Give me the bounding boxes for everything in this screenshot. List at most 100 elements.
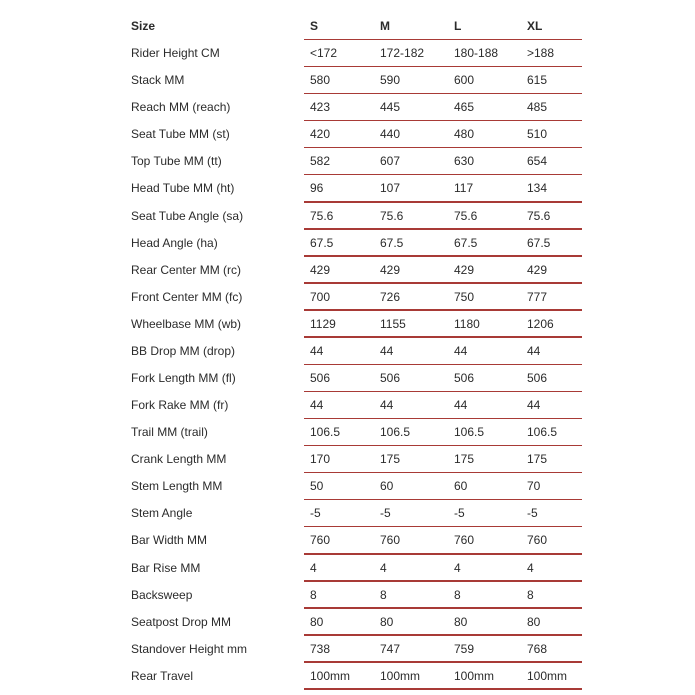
cell-value: 67.5 [527, 235, 551, 250]
cell-value: 75.6 [454, 208, 478, 223]
cell-value: 768 [527, 641, 548, 656]
cell-value: 630 [454, 154, 475, 169]
cell-value: 726 [380, 289, 401, 304]
cell-value: L [454, 19, 462, 33]
table-row: Bar Width MM 760 760 760 760 [0, 527, 695, 555]
cell-value: 445 [380, 100, 401, 115]
cell-value: 44 [380, 343, 394, 358]
cell-value: 429 [527, 262, 548, 277]
cell-value: 107 [380, 181, 401, 196]
row-label: Rider Height CM [131, 46, 220, 61]
cell-value: 465 [454, 100, 475, 115]
row-divider [304, 553, 582, 555]
table-row: BB Drop MM (drop) 44 44 44 44 [0, 338, 695, 366]
cell-value: 100mm [527, 668, 568, 683]
cell-value: -5 [527, 506, 538, 521]
cell-value: 75.6 [310, 208, 334, 223]
cell-value: 760 [380, 533, 401, 548]
cell-value: 75.6 [527, 208, 551, 223]
cell-value: 1155 [380, 316, 406, 331]
table-row: Stem Angle -5 -5 -5 -5 [0, 500, 695, 528]
row-divider [304, 390, 582, 393]
cell-value: 44 [380, 398, 394, 413]
cell-value: 1180 [454, 316, 480, 331]
cell-value: 8 [380, 587, 387, 602]
row-label: Rear Center MM (rc) [131, 262, 242, 277]
cell-value: -5 [380, 506, 391, 521]
row-label: Crank Length MM [131, 452, 227, 467]
cell-value: 67.5 [310, 235, 334, 250]
cell-value: 700 [310, 289, 331, 304]
cell-value: <172 [310, 46, 338, 61]
row-label: Head Tube MM (ht) [131, 181, 235, 196]
table-row: Seat Tube MM (st) 420 440 480 510 [0, 121, 695, 149]
row-label: Size [131, 19, 156, 33]
cell-value: S [310, 19, 319, 33]
cell-value: 44 [454, 343, 468, 358]
row-divider [304, 65, 582, 68]
cell-value: 506 [454, 371, 475, 386]
row-label: Stack MM [131, 73, 185, 88]
cell-value: 777 [527, 289, 548, 304]
cell-value: 8 [454, 587, 461, 602]
cell-value: -5 [310, 506, 321, 521]
cell-value: 747 [380, 641, 401, 656]
cell-value: 60 [454, 479, 468, 494]
cell-value: 506 [527, 371, 548, 386]
cell-value: 423 [310, 100, 331, 115]
cell-value: 106.5 [310, 425, 341, 440]
row-label: Seat Tube MM (st) [131, 127, 230, 142]
row-label: Reach MM (reach) [131, 100, 231, 115]
cell-value: 106.5 [454, 425, 485, 440]
cell-value: 510 [527, 127, 548, 142]
cell-value: 506 [310, 371, 331, 386]
row-divider [304, 92, 582, 95]
cell-value: 80 [380, 614, 394, 629]
cell-value: 8 [310, 587, 317, 602]
cell-value: 75.6 [380, 208, 404, 223]
cell-value: 4 [380, 560, 387, 575]
table-row: Wheelbase MM (wb) 1129 1155 1180 1206 [0, 311, 695, 338]
cell-value: 80 [454, 614, 468, 629]
table-row: Head Angle (ha) 67.5 67.5 67.5 67.5 [0, 230, 695, 257]
cell-value: 429 [380, 262, 401, 277]
row-divider [304, 255, 582, 257]
row-label: Seatpost Drop MM [131, 614, 232, 629]
cell-value: 590 [380, 73, 401, 88]
geometry-table: Size S M L XL Rider Height CM <172 172-182 180-1… [0, 13, 695, 690]
row-divider [304, 336, 582, 338]
row-label: Top Tube MM (tt) [131, 154, 222, 169]
row-label: Head Angle (ha) [131, 235, 218, 250]
row-divider [304, 634, 582, 636]
cell-value: 100mm [380, 668, 421, 683]
cell-value: 67.5 [454, 235, 478, 250]
row-divider [304, 471, 582, 474]
cell-value: 600 [454, 73, 475, 88]
table-row: Reach MM (reach) 423 445 465 485 [0, 94, 695, 122]
row-divider [304, 525, 582, 528]
cell-value: 44 [310, 398, 324, 413]
cell-value: 44 [527, 398, 541, 413]
row-label: Fork Length MM (fl) [131, 371, 236, 386]
cell-value: 170 [310, 452, 331, 467]
row-label: Wheelbase MM (wb) [131, 316, 242, 331]
cell-value: 760 [527, 533, 548, 548]
row-divider [304, 38, 582, 41]
cell-value: 80 [527, 614, 541, 629]
cell-value: 134 [527, 181, 548, 196]
cell-value: 175 [454, 452, 475, 467]
table-row: Bar Rise MM 4 4 4 4 [0, 555, 695, 582]
cell-value: 485 [527, 100, 548, 115]
table-row: Trail MM (trail) 106.5 106.5 106.5 106.5 [0, 419, 695, 447]
cell-value: 420 [310, 127, 331, 142]
table-row: Front Center MM (fc) 700 726 750 777 [0, 284, 695, 311]
cell-value: XL [527, 19, 543, 33]
table-row: Seatpost Drop MM 80 80 80 80 [0, 609, 695, 636]
table-row: Fork Length MM (fl) 506 506 506 506 [0, 365, 695, 393]
cell-value: 615 [527, 73, 548, 88]
row-divider [304, 282, 582, 284]
row-label: Stem Angle [131, 506, 193, 521]
cell-value: 60 [380, 479, 394, 494]
cell-value: 96 [310, 181, 324, 196]
table-row: Backsweep 8 8 8 8 [0, 582, 695, 609]
